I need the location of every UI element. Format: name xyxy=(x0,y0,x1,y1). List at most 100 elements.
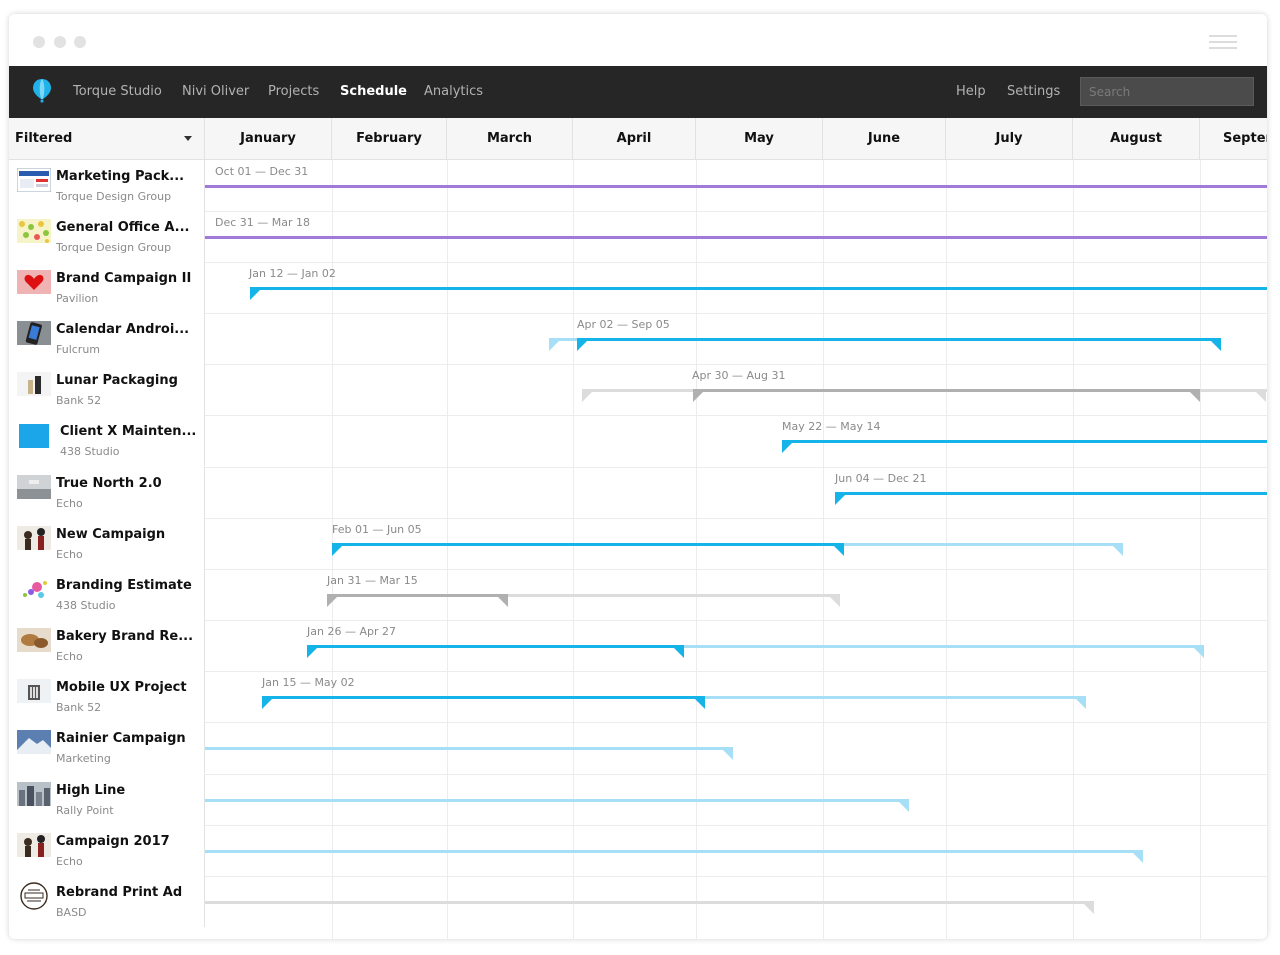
project-name[interactable]: Campaign 2017 xyxy=(56,834,170,849)
project-row[interactable]: Marketing Pack... Torque Design Group Oc… xyxy=(9,160,1267,212)
bar-end-marker[interactable] xyxy=(498,597,508,607)
project-name[interactable]: Client X Mainten... xyxy=(60,424,197,439)
bar-start-marker[interactable] xyxy=(250,290,260,300)
project-cell[interactable]: General Office A... Torque Design Group xyxy=(9,211,205,263)
bar-end-marker[interactable] xyxy=(1194,648,1204,658)
search-input[interactable] xyxy=(1080,77,1254,106)
project-row[interactable]: New Campaign Echo Feb 01 — Jun 05 xyxy=(9,518,1267,570)
project-cell[interactable]: Brand Campaign II Pavilion xyxy=(9,262,205,314)
project-row[interactable]: Branding Estimate 438 Studio Jan 31 — Ma… xyxy=(9,569,1267,621)
project-cell[interactable]: True North 2.0 Echo xyxy=(9,467,205,519)
project-row[interactable]: Campaign 2017 Echo xyxy=(9,825,1267,877)
project-name[interactable]: Calendar Androi... xyxy=(56,322,190,337)
project-cell[interactable]: Client X Mainten... 438 Studio xyxy=(9,415,205,467)
project-row[interactable]: Bakery Brand Re... Echo Jan 26 — Apr 27 xyxy=(9,620,1267,672)
project-name[interactable]: Brand Campaign II xyxy=(56,271,192,286)
timeline-bar[interactable] xyxy=(327,594,508,597)
project-name[interactable]: Lunar Packaging xyxy=(56,373,178,388)
project-name[interactable]: Mobile UX Project xyxy=(56,680,187,695)
bar-end-marker[interactable] xyxy=(834,546,844,556)
project-row[interactable]: Client X Mainten... 438 Studio May 22 — … xyxy=(9,415,1267,467)
project-cell[interactable]: Lunar Packaging Bank 52 xyxy=(9,364,205,416)
project-name[interactable]: True North 2.0 xyxy=(56,476,162,491)
project-cell[interactable]: Calendar Androi... Fulcrum xyxy=(9,313,205,365)
bar-start-marker[interactable] xyxy=(693,392,703,402)
bar-end-marker[interactable] xyxy=(1211,341,1221,351)
project-row[interactable]: Mobile UX Project Bank 52 Jan 15 — May 0… xyxy=(9,671,1267,723)
nav-nivi-oliver[interactable]: Nivi Oliver xyxy=(182,84,250,99)
project-row[interactable]: Lunar Packaging Bank 52 Apr 30 — Aug 31 xyxy=(9,364,1267,416)
window-minimize-dot[interactable] xyxy=(54,36,66,48)
project-name[interactable]: Rainier Campaign xyxy=(56,731,186,746)
project-cell[interactable]: Branding Estimate 438 Studio xyxy=(9,569,205,621)
nav-schedule[interactable]: Schedule xyxy=(340,84,407,99)
project-name[interactable]: Bakery Brand Re... xyxy=(56,629,194,644)
bar-end-marker[interactable] xyxy=(1084,904,1094,914)
timeline-bar[interactable] xyxy=(205,236,1267,239)
timeline-bar[interactable] xyxy=(205,799,909,802)
bar-end-marker[interactable] xyxy=(695,699,705,709)
project-cell[interactable]: Rebrand Print Ad BASD xyxy=(9,876,205,928)
window-maximize-dot[interactable] xyxy=(74,36,86,48)
timeline-bar[interactable] xyxy=(577,338,1221,341)
timeline-bar[interactable] xyxy=(782,440,1267,443)
project-name[interactable]: Rebrand Print Ad xyxy=(56,885,183,900)
project-name[interactable]: General Office A... xyxy=(56,220,190,235)
project-cell[interactable]: Bakery Brand Re... Echo xyxy=(9,620,205,672)
nav-torque-studio[interactable]: Torque Studio xyxy=(73,84,162,99)
project-row[interactable]: High Line Rally Point xyxy=(9,774,1267,826)
nav-projects[interactable]: Projects xyxy=(268,84,320,99)
timeline-bar[interactable] xyxy=(693,389,1200,392)
filter-dropdown[interactable]: Filtered xyxy=(9,118,205,159)
project-name[interactable]: High Line xyxy=(56,783,126,798)
hamburger-menu-icon[interactable] xyxy=(1209,35,1237,49)
bar-end-marker[interactable] xyxy=(899,802,909,812)
bar-start-marker[interactable] xyxy=(835,495,845,505)
project-row[interactable]: Calendar Androi... Fulcrum Apr 02 — Sep … xyxy=(9,313,1267,365)
project-name[interactable]: Marketing Pack... xyxy=(56,169,185,184)
project-row[interactable]: Brand Campaign II Pavilion Jan 12 — Jan … xyxy=(9,262,1267,314)
bar-start-marker[interactable] xyxy=(577,341,587,351)
project-row[interactable]: Rainier Campaign Marketing xyxy=(9,722,1267,774)
timeline-bar[interactable] xyxy=(205,901,1094,904)
project-cell[interactable]: New Campaign Echo xyxy=(9,518,205,570)
bar-start-marker[interactable] xyxy=(582,392,592,402)
project-cell[interactable]: Mobile UX Project Bank 52 xyxy=(9,671,205,723)
bar-end-marker[interactable] xyxy=(674,648,684,658)
nav-help[interactable]: Help xyxy=(956,84,986,99)
bar-end-marker[interactable] xyxy=(723,750,733,760)
balloon-logo-icon[interactable] xyxy=(31,78,53,108)
window-close-dot[interactable] xyxy=(33,36,45,48)
bar-end-marker[interactable] xyxy=(1133,853,1143,863)
project-row[interactable]: True North 2.0 Echo Jun 04 — Dec 21 xyxy=(9,467,1267,519)
bar-end-marker[interactable] xyxy=(1190,392,1200,402)
project-name[interactable]: Branding Estimate xyxy=(56,578,192,593)
bar-end-marker[interactable] xyxy=(1113,546,1123,556)
bar-start-marker[interactable] xyxy=(327,597,337,607)
timeline-bar[interactable] xyxy=(205,850,1143,853)
project-row[interactable]: General Office A... Torque Design Group … xyxy=(9,211,1267,263)
timeline-bar[interactable] xyxy=(835,492,1267,495)
bar-start-marker[interactable] xyxy=(782,443,792,453)
bar-end-marker[interactable] xyxy=(1256,392,1266,402)
timeline-bar[interactable] xyxy=(205,185,1267,188)
timeline-bar[interactable] xyxy=(332,543,844,546)
project-cell[interactable]: High Line Rally Point xyxy=(9,774,205,826)
project-cell[interactable]: Marketing Pack... Torque Design Group xyxy=(9,160,205,212)
bar-end-marker[interactable] xyxy=(830,597,840,607)
bar-start-marker[interactable] xyxy=(549,341,559,351)
nav-analytics[interactable]: Analytics xyxy=(424,84,484,99)
bar-start-marker[interactable] xyxy=(307,648,317,658)
bar-start-marker[interactable] xyxy=(262,699,272,709)
timeline-bar[interactable] xyxy=(250,287,1267,290)
project-cell[interactable]: Rainier Campaign Marketing xyxy=(9,722,205,774)
nav-settings[interactable]: Settings xyxy=(1007,84,1061,99)
timeline-bar[interactable] xyxy=(205,747,733,750)
timeline-bar[interactable] xyxy=(307,645,684,648)
timeline-bar[interactable] xyxy=(262,696,705,699)
bar-start-marker[interactable] xyxy=(332,546,342,556)
bar-end-marker[interactable] xyxy=(1076,699,1086,709)
project-row[interactable]: Rebrand Print Ad BASD xyxy=(9,876,1267,928)
project-cell[interactable]: Campaign 2017 Echo xyxy=(9,825,205,877)
project-name[interactable]: New Campaign xyxy=(56,527,166,542)
